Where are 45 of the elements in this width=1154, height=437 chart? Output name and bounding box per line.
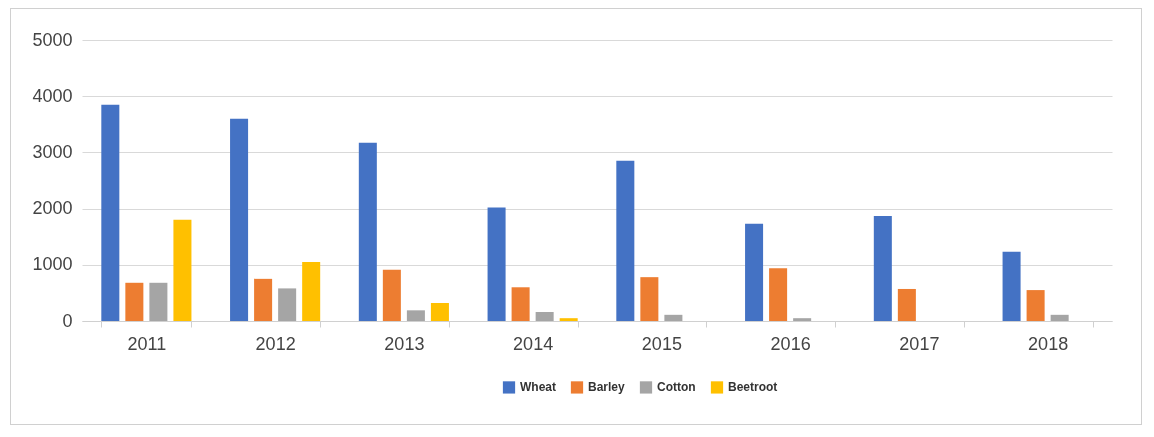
bar	[664, 314, 683, 321]
y-tick-label: 2000	[32, 198, 73, 219]
bar	[487, 207, 506, 321]
x-tick-label: 2014	[513, 333, 554, 354]
legend-label: Cotton	[657, 380, 696, 395]
bar	[640, 277, 659, 321]
bar	[1026, 290, 1045, 321]
legend-label: Beetroot	[728, 380, 778, 395]
bar	[616, 160, 635, 321]
legend-label: Wheat	[520, 380, 556, 395]
bar	[358, 142, 377, 321]
x-tick-label: 2016	[770, 333, 811, 354]
bar	[302, 261, 321, 321]
bar	[745, 223, 764, 321]
bar	[793, 318, 812, 321]
legend-label: Barley	[588, 380, 626, 395]
x-tick-label: 2015	[641, 333, 682, 354]
bar	[254, 278, 273, 321]
bar	[149, 282, 168, 321]
x-tick-label: 2017	[899, 333, 940, 354]
bar	[382, 269, 401, 321]
y-tick-label: 5000	[32, 29, 73, 50]
bar	[1002, 251, 1021, 321]
y-tick-label: 4000	[32, 85, 73, 106]
x-tick-label: 2012	[255, 333, 296, 354]
y-tick-label: 1000	[32, 254, 73, 275]
bar	[897, 288, 916, 321]
bar	[430, 303, 449, 321]
bar	[769, 268, 788, 321]
bar	[873, 215, 892, 321]
bar	[406, 310, 425, 321]
bar	[511, 287, 530, 321]
x-tick-label: 2018	[1028, 333, 1069, 354]
y-tick-label: 3000	[32, 141, 73, 162]
x-tick-label: 2011	[127, 333, 167, 354]
bar	[278, 288, 297, 321]
bar	[125, 282, 144, 321]
bar	[230, 118, 249, 321]
bar	[535, 312, 554, 321]
bar	[173, 219, 192, 321]
y-tick-label: 0	[62, 310, 73, 331]
bar	[1050, 314, 1069, 321]
bar	[559, 318, 578, 321]
x-tick-label: 2013	[384, 333, 425, 354]
bar	[101, 104, 120, 321]
